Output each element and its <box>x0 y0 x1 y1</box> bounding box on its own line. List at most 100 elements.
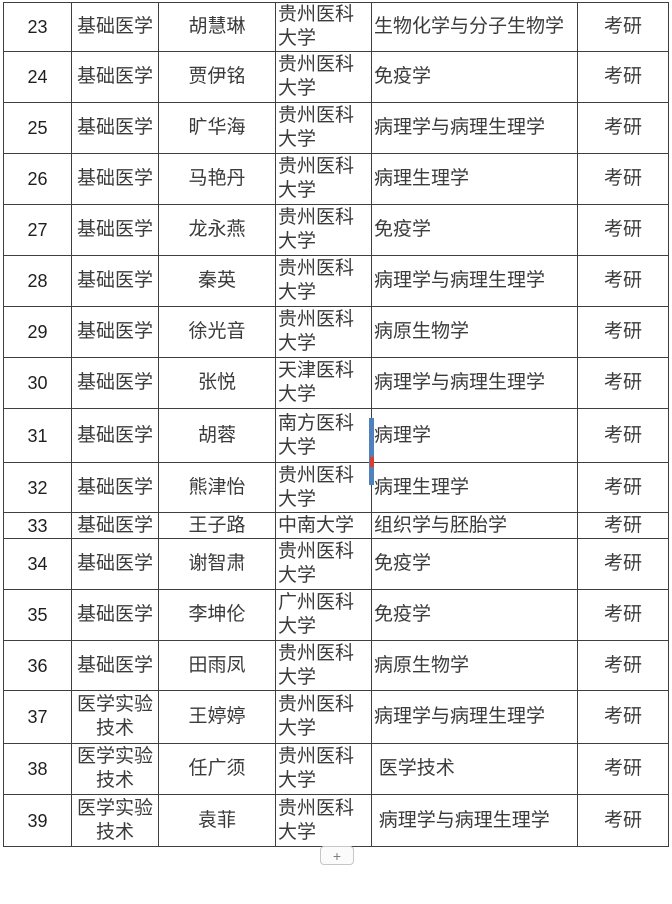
cell-index[interactable]: 27 <box>3 204 72 256</box>
cell-index[interactable]: 30 <box>3 357 72 409</box>
cell-university[interactable]: 贵州医科大学 <box>275 690 372 744</box>
cell-status[interactable]: 考研 <box>577 408 669 463</box>
cell-student-name[interactable]: 胡蓉 <box>158 408 276 463</box>
cell-university[interactable]: 南方医科大学 <box>275 408 372 463</box>
cell-subject[interactable]: 病理学与病理生理学 <box>371 794 578 847</box>
cell-subject[interactable]: 病理学与病理生理学 <box>371 255 578 307</box>
cell-index[interactable]: 24 <box>3 51 72 103</box>
cell-student-name[interactable]: 徐光音 <box>158 306 276 358</box>
cell-index[interactable]: 23 <box>3 2 72 52</box>
cell-university[interactable]: 贵州医科大学 <box>275 538 372 590</box>
cell-subject[interactable]: 免疫学 <box>371 51 578 103</box>
cell-university[interactable]: 贵州医科大学 <box>275 306 372 358</box>
cell-subject[interactable]: 免疫学 <box>371 589 578 641</box>
cell-status[interactable]: 考研 <box>577 2 669 52</box>
cell-index[interactable]: 25 <box>3 102 72 154</box>
cell-subject[interactable]: 病原生物学 <box>371 306 578 358</box>
cell-index[interactable]: 34 <box>3 538 72 590</box>
cell-index[interactable]: 28 <box>3 255 72 307</box>
cell-index[interactable]: 33 <box>3 512 72 539</box>
cell-student-name[interactable]: 马艳丹 <box>158 153 276 205</box>
cell-status[interactable]: 考研 <box>577 255 669 307</box>
cell-university[interactable]: 贵州医科大学 <box>275 255 372 307</box>
cell-student-name[interactable]: 胡慧琳 <box>158 2 276 52</box>
cell-student-name[interactable]: 袁菲 <box>158 794 276 847</box>
cell-status[interactable]: 考研 <box>577 462 669 513</box>
cell-subject[interactable]: 病理生理学 <box>371 153 578 205</box>
cell-major-category[interactable]: 医学实验技术 <box>71 743 159 795</box>
cell-status[interactable]: 考研 <box>577 357 669 409</box>
cell-university[interactable]: 贵州医科大学 <box>275 794 372 847</box>
cell-major-category[interactable]: 基础医学 <box>71 102 159 154</box>
cell-university[interactable]: 贵州医科大学 <box>275 153 372 205</box>
cell-status[interactable]: 考研 <box>577 538 669 590</box>
cell-subject[interactable]: 病理生理学 <box>371 462 578 513</box>
cell-subject[interactable]: 病理学与病理生理学 <box>371 357 578 409</box>
cell-student-name[interactable]: 龙永燕 <box>158 204 276 256</box>
cell-status[interactable]: 考研 <box>577 51 669 103</box>
cell-major-category[interactable]: 医学实验技术 <box>71 690 159 744</box>
cell-status[interactable]: 考研 <box>577 306 669 358</box>
cell-student-name[interactable]: 张悦 <box>158 357 276 409</box>
cell-major-category[interactable]: 基础医学 <box>71 462 159 513</box>
cell-status[interactable]: 考研 <box>577 690 669 744</box>
cell-index[interactable]: 37 <box>3 690 72 744</box>
cell-university[interactable]: 贵州医科大学 <box>275 102 372 154</box>
cell-major-category[interactable]: 基础医学 <box>71 255 159 307</box>
cell-university[interactable]: 贵州医科大学 <box>275 743 372 795</box>
cell-major-category[interactable]: 基础医学 <box>71 2 159 52</box>
cell-university[interactable]: 贵州医科大学 <box>275 462 372 513</box>
cell-status[interactable]: 考研 <box>577 512 669 539</box>
cell-major-category[interactable]: 基础医学 <box>71 512 159 539</box>
cell-student-name[interactable]: 李坤伦 <box>158 589 276 641</box>
cell-subject[interactable]: 病理学 <box>371 408 578 463</box>
cell-subject[interactable]: 免疫学 <box>371 204 578 256</box>
cell-subject[interactable]: 生物化学与分子生物学 <box>371 2 578 52</box>
cell-status[interactable]: 考研 <box>577 589 669 641</box>
cell-student-name[interactable]: 贾伊铭 <box>158 51 276 103</box>
cell-index[interactable]: 26 <box>3 153 72 205</box>
cell-status[interactable]: 考研 <box>577 640 669 691</box>
cell-university[interactable]: 贵州医科大学 <box>275 640 372 691</box>
cell-student-name[interactable]: 谢智肃 <box>158 538 276 590</box>
cell-major-category[interactable]: 基础医学 <box>71 640 159 691</box>
cell-status[interactable]: 考研 <box>577 204 669 256</box>
cell-student-name[interactable]: 王婷婷 <box>158 690 276 744</box>
cell-subject[interactable]: 病原生物学 <box>371 640 578 691</box>
cell-major-category[interactable]: 基础医学 <box>71 204 159 256</box>
cell-status[interactable]: 考研 <box>577 743 669 795</box>
cell-status[interactable]: 考研 <box>577 153 669 205</box>
cell-major-category[interactable]: 医学实验技术 <box>71 794 159 847</box>
cell-student-name[interactable]: 任广须 <box>158 743 276 795</box>
cell-student-name[interactable]: 秦英 <box>158 255 276 307</box>
cell-subject[interactable]: 组织学与胚胎学 <box>371 512 578 539</box>
cell-major-category[interactable]: 基础医学 <box>71 589 159 641</box>
cell-university[interactable]: 贵州医科大学 <box>275 2 372 52</box>
cell-subject[interactable]: 医学技术 <box>371 743 578 795</box>
add-row-button[interactable]: + <box>320 846 354 865</box>
cell-index[interactable]: 39 <box>3 794 72 847</box>
cell-subject[interactable]: 免疫学 <box>371 538 578 590</box>
cell-index[interactable]: 32 <box>3 462 72 513</box>
cell-subject[interactable]: 病理学与病理生理学 <box>371 102 578 154</box>
cell-university[interactable]: 贵州医科大学 <box>275 204 372 256</box>
cell-major-category[interactable]: 基础医学 <box>71 538 159 590</box>
cell-index[interactable]: 35 <box>3 589 72 641</box>
cell-major-category[interactable]: 基础医学 <box>71 357 159 409</box>
cell-student-name[interactable]: 旷华海 <box>158 102 276 154</box>
cell-university[interactable]: 贵州医科大学 <box>275 51 372 103</box>
cell-status[interactable]: 考研 <box>577 794 669 847</box>
cell-major-category[interactable]: 基础医学 <box>71 51 159 103</box>
cell-major-category[interactable]: 基础医学 <box>71 153 159 205</box>
cell-university[interactable]: 广州医科大学 <box>275 589 372 641</box>
cell-major-category[interactable]: 基础医学 <box>71 408 159 463</box>
cell-university[interactable]: 中南大学 <box>275 512 372 539</box>
cell-student-name[interactable]: 田雨凤 <box>158 640 276 691</box>
cell-student-name[interactable]: 熊津怡 <box>158 462 276 513</box>
cell-major-category[interactable]: 基础医学 <box>71 306 159 358</box>
cell-subject[interactable]: 病理学与病理生理学 <box>371 690 578 744</box>
cell-index[interactable]: 29 <box>3 306 72 358</box>
cell-student-name[interactable]: 王子路 <box>158 512 276 539</box>
cell-status[interactable]: 考研 <box>577 102 669 154</box>
cell-index[interactable]: 36 <box>3 640 72 691</box>
